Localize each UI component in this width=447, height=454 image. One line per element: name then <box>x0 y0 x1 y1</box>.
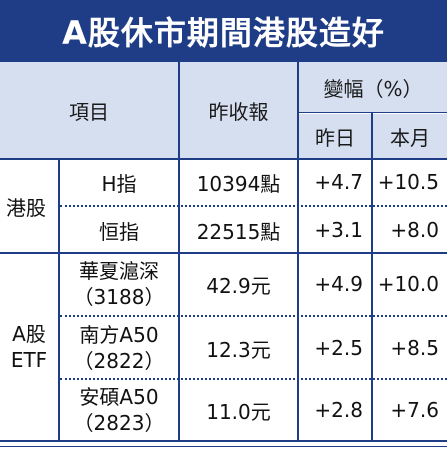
group-hk-label: 港股 <box>6 195 46 220</box>
bottom-rule <box>0 446 447 447</box>
row-name-line1: 南方A50 <box>79 323 159 347</box>
row-day-value: +4.7 <box>314 170 363 194</box>
table-row: H指 <box>60 160 178 204</box>
row-divider <box>0 252 447 254</box>
table-row: 華夏滬深 （3188） <box>60 254 178 314</box>
table-row: 安碩A50 （2823） <box>60 380 178 440</box>
column-divider <box>371 112 373 442</box>
row-divider <box>0 158 447 160</box>
row-divider <box>0 440 447 442</box>
row-month-value: +10.5 <box>377 170 439 194</box>
header-close-label: 昨收報 <box>208 99 269 124</box>
row-day-value: +3.1 <box>314 218 363 242</box>
row-name-line1: 安碩A50 <box>79 385 159 409</box>
header-yesterday-label: 昨日 <box>315 125 355 150</box>
header-item: 項目 <box>0 62 178 158</box>
group-a-label-1: A股 <box>12 322 46 346</box>
header-yesterday: 昨日 <box>299 114 371 158</box>
row-month: +8.0 <box>373 208 447 252</box>
table-row: 南方A50 （2822） <box>60 318 178 378</box>
row-close: 10394點 <box>180 160 297 204</box>
column-divider <box>58 158 60 442</box>
header-change: 變幅（%） <box>299 62 447 112</box>
row-day: +2.8 <box>299 380 371 440</box>
header-item-label: 項目 <box>69 99 109 124</box>
row-close: 11.0元 <box>180 380 297 440</box>
group-a-etf: A股 ETF <box>0 254 58 440</box>
row-day: +4.9 <box>299 254 371 314</box>
row-divider-dotted <box>60 378 447 380</box>
row-divider-dotted <box>60 315 447 317</box>
row-day-value: +2.8 <box>314 398 363 422</box>
header-month-label: 本月 <box>390 125 430 150</box>
row-name-line2: （3188） <box>73 285 165 309</box>
row-day-value: +2.5 <box>314 336 363 360</box>
row-month: +7.6 <box>373 380 447 440</box>
row-close: 22515點 <box>180 208 297 252</box>
row-close: 12.3元 <box>180 318 297 378</box>
row-divider-dotted <box>60 205 447 207</box>
header-change-label: 變幅（%） <box>323 76 423 101</box>
header-close: 昨收報 <box>180 62 297 158</box>
row-close: 42.9元 <box>180 254 297 314</box>
group-hk: 港股 <box>0 160 60 252</box>
row-close-value: 11.0元 <box>206 399 271 424</box>
row-close-value: 10394點 <box>196 171 281 196</box>
row-day-value: +4.9 <box>314 272 363 296</box>
header-month: 本月 <box>373 114 447 158</box>
row-name-line2: （2823） <box>73 411 165 435</box>
row-month: +10.5 <box>373 160 447 204</box>
row-month-value: +10.0 <box>377 272 439 296</box>
table-title: A股休市期間港股造好 <box>0 0 447 62</box>
row-month-value: +8.0 <box>390 218 439 242</box>
group-a-label-2: ETF <box>10 348 48 372</box>
row-name-line2: （2822） <box>73 349 165 373</box>
row-name: 恒指 <box>99 219 139 244</box>
row-day: +2.5 <box>299 318 371 378</box>
header-divider <box>297 112 447 113</box>
row-close-value: 42.9元 <box>206 273 271 298</box>
row-month-value: +8.5 <box>390 336 439 360</box>
row-name: H指 <box>101 171 137 196</box>
row-month: +8.5 <box>373 318 447 378</box>
row-month-value: +7.6 <box>390 398 439 422</box>
row-close-value: 12.3元 <box>206 337 271 362</box>
row-day: +4.7 <box>299 160 371 204</box>
table-row: 恒指 <box>60 208 178 252</box>
row-close-value: 22515點 <box>196 219 281 244</box>
row-name-line1: 華夏滬深 <box>79 259 159 283</box>
row-day: +3.1 <box>299 208 371 252</box>
row-month: +10.0 <box>373 254 447 314</box>
